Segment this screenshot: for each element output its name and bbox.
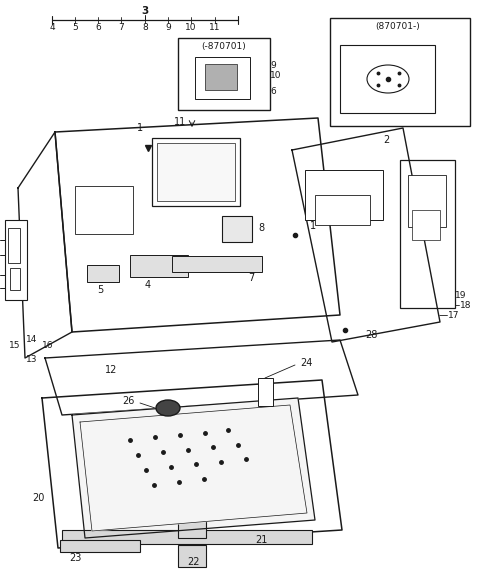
Bar	[87, 265, 119, 282]
Text: (870701-): (870701-)	[376, 23, 420, 32]
Bar	[8, 228, 20, 263]
Bar	[60, 540, 140, 552]
Text: 27: 27	[450, 33, 461, 43]
Text: 28: 28	[365, 330, 377, 340]
Text: 23: 23	[69, 553, 81, 563]
Text: 12: 12	[105, 365, 118, 375]
Text: 14: 14	[26, 335, 38, 344]
Text: 13: 13	[26, 355, 38, 365]
Bar	[305, 170, 383, 220]
Polygon shape	[80, 405, 307, 531]
Bar	[315, 195, 370, 225]
Polygon shape	[292, 128, 440, 342]
Ellipse shape	[156, 400, 180, 416]
Bar	[195, 57, 250, 99]
Text: 5: 5	[72, 24, 78, 32]
Text: (-870701): (-870701)	[202, 42, 246, 51]
Text: 22: 22	[187, 557, 199, 567]
Text: 6: 6	[95, 24, 101, 32]
Text: 20: 20	[32, 493, 44, 503]
Text: 10: 10	[185, 24, 197, 32]
Bar	[408, 175, 446, 227]
Bar	[10, 268, 20, 290]
Bar	[205, 64, 237, 90]
Text: 24: 24	[300, 358, 312, 368]
Text: 10: 10	[270, 72, 281, 81]
Text: 19: 19	[455, 290, 467, 299]
Text: 4: 4	[145, 280, 151, 290]
Text: 4: 4	[49, 24, 55, 32]
Text: 6: 6	[270, 87, 276, 96]
Bar	[330, 18, 470, 126]
Bar	[178, 490, 206, 538]
Text: 18: 18	[460, 301, 471, 309]
Bar	[75, 186, 133, 234]
Text: 11: 11	[209, 24, 221, 32]
Text: 26: 26	[122, 396, 135, 406]
Polygon shape	[72, 398, 315, 538]
Text: 17: 17	[448, 310, 459, 320]
Bar	[258, 378, 273, 406]
Polygon shape	[42, 380, 342, 548]
Text: 8: 8	[258, 223, 264, 233]
Polygon shape	[45, 340, 358, 415]
Text: 6: 6	[450, 92, 456, 100]
Ellipse shape	[367, 65, 409, 93]
Text: 16: 16	[42, 340, 54, 350]
Bar	[62, 530, 312, 544]
Text: 15: 15	[9, 340, 21, 350]
Bar	[157, 143, 235, 201]
Text: 1: 1	[137, 123, 143, 133]
Text: 9: 9	[270, 62, 276, 70]
Bar	[130, 255, 188, 277]
Bar	[222, 216, 252, 242]
Text: 3: 3	[142, 6, 149, 16]
Text: 1: 1	[310, 221, 316, 231]
Text: 7: 7	[118, 24, 124, 32]
Text: 11: 11	[174, 117, 186, 127]
Text: 5: 5	[97, 285, 103, 295]
Bar	[178, 38, 270, 110]
Polygon shape	[18, 132, 72, 358]
Text: 10: 10	[450, 58, 461, 66]
Bar	[152, 138, 240, 206]
Text: 9: 9	[165, 24, 171, 32]
Bar	[340, 45, 435, 113]
Bar	[400, 160, 455, 308]
Bar	[172, 256, 262, 272]
Text: 21: 21	[255, 535, 267, 545]
Bar	[178, 545, 206, 567]
Text: 7: 7	[248, 273, 254, 283]
Bar	[5, 220, 27, 300]
Text: 2: 2	[383, 135, 389, 145]
Text: 8: 8	[142, 24, 148, 32]
Polygon shape	[55, 118, 340, 332]
Bar	[412, 210, 440, 240]
